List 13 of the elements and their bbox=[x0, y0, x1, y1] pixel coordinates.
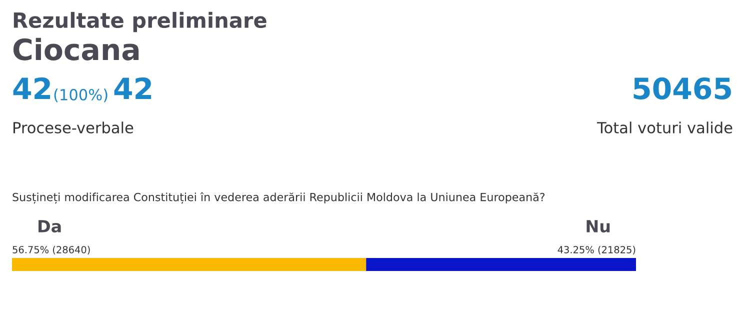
data-label: 56.75% (28640) bbox=[12, 246, 90, 254]
text: (100%) bbox=[54, 88, 108, 102]
text: Procese-verbale bbox=[14, 122, 134, 134]
text: 50465 bbox=[634, 77, 731, 100]
text: Total voturi valide bbox=[596, 122, 732, 134]
series-label: Da bbox=[38, 220, 61, 233]
data-label: 43.25% (21825) bbox=[558, 246, 636, 254]
series-label: Nu bbox=[586, 220, 610, 233]
chart-title: Susțineți modificarea Constituției în vederea aderării Republicii Moldova la Uniunea Europeană? bbox=[12, 192, 545, 204]
text: 42 bbox=[13, 77, 50, 100]
text: Ciocana bbox=[13, 38, 139, 60]
text: 42 bbox=[114, 77, 152, 100]
text: Rezultate preliminare bbox=[14, 12, 266, 32]
